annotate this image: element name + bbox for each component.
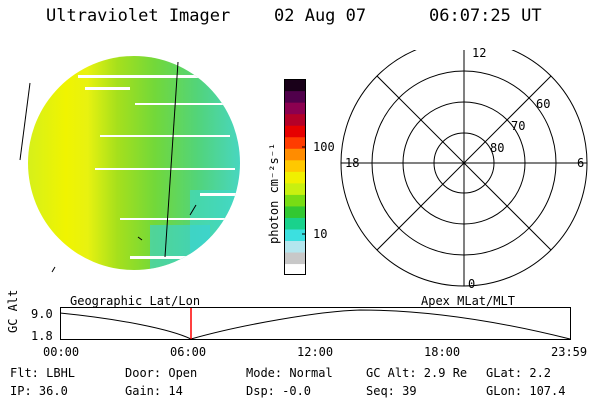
x-tick-0600: 06:00 bbox=[170, 345, 207, 359]
colorbar-cell bbox=[284, 125, 306, 138]
colorbar-cell bbox=[284, 171, 306, 184]
colorbar-cell bbox=[284, 79, 306, 92]
mlt-label-12: 12 bbox=[472, 46, 487, 60]
colorbar-cell bbox=[284, 148, 306, 161]
instrument-title: Ultraviolet Imager bbox=[46, 6, 231, 26]
time-label: 06:07:25 UT bbox=[429, 6, 542, 26]
colorbar-cell bbox=[284, 194, 306, 207]
x-tick-2359: 23:59 bbox=[551, 345, 588, 359]
colorbar-tick-10: 10 bbox=[313, 227, 328, 241]
info-glat: GLat: 2.2 bbox=[486, 366, 552, 380]
colorbar-cell bbox=[284, 113, 306, 126]
colorbar-cell bbox=[284, 251, 306, 265]
colorbar-cell bbox=[284, 90, 306, 103]
y-tick-1-8: 1.8 bbox=[31, 329, 53, 343]
colorbar-label: photon cm⁻²s⁻¹ bbox=[267, 142, 281, 244]
x-tick-0000: 00:00 bbox=[43, 345, 80, 359]
colorbar-cell bbox=[284, 102, 306, 115]
info-dsp: Dsp: -0.0 bbox=[246, 384, 312, 398]
colorbar-cell bbox=[284, 228, 306, 242]
info-mode: Mode: Normal bbox=[246, 366, 333, 380]
info-door: Door: Open bbox=[125, 366, 198, 380]
colorbar-tick-100: 100 bbox=[313, 140, 335, 154]
mlt-label-18: 18 bbox=[345, 156, 360, 170]
info-flt: Flt: LBHL bbox=[10, 366, 76, 380]
gc-alt-axis-label: GC Alt bbox=[6, 289, 20, 333]
mlt-label-6: 6 bbox=[577, 156, 585, 170]
colorbar-cell bbox=[284, 240, 306, 253]
geographic-title: Geographic Lat/Lon bbox=[70, 294, 201, 308]
colorbar-cell bbox=[284, 205, 306, 218]
colorbar-cell bbox=[284, 159, 306, 172]
x-tick-1800: 18:00 bbox=[424, 345, 461, 359]
date-label: 02 Aug 07 bbox=[274, 6, 367, 26]
polar-plot bbox=[340, 50, 588, 287]
orbit-altitude-plot bbox=[60, 307, 571, 340]
info-seq: Seq: 39 bbox=[366, 384, 417, 398]
colorbar-cell bbox=[284, 182, 306, 195]
auroral-disk bbox=[28, 56, 240, 270]
mlt-label-0: 0 bbox=[468, 277, 476, 291]
colorbar-cell bbox=[284, 263, 306, 276]
colorbar bbox=[284, 79, 306, 276]
info-glon: GLon: 107.4 bbox=[486, 384, 566, 398]
mlat-label-60: 60 bbox=[536, 97, 551, 111]
info-gain: Gain: 14 bbox=[125, 384, 183, 398]
colorbar-cell bbox=[284, 136, 306, 149]
mlat-label-70: 70 bbox=[511, 119, 526, 133]
mlat-label-80: 80 bbox=[490, 141, 505, 155]
colorbar-cell bbox=[284, 217, 306, 230]
apex-title: Apex MLat/MLT bbox=[421, 294, 515, 308]
info-ip: IP: 36.0 bbox=[10, 384, 68, 398]
x-tick-1200: 12:00 bbox=[297, 345, 334, 359]
info-gc-alt: GC Alt: 2.9 Re bbox=[366, 366, 468, 380]
y-tick-9: 9.0 bbox=[31, 307, 53, 321]
